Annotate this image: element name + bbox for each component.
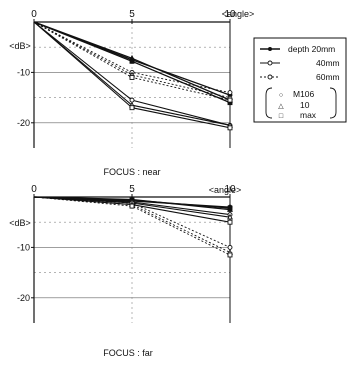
legend-label-10: 10 (300, 100, 310, 110)
data-point (227, 97, 233, 103)
x-axis-label: <angle> (222, 9, 255, 19)
tick-labels: 0 5 10 -10 -20 (17, 9, 236, 128)
data-point (129, 105, 135, 111)
x-tick-label: 5 (129, 9, 135, 20)
x-tick-label: 10 (224, 184, 236, 195)
series-line (33, 21, 231, 94)
data-point (227, 244, 233, 250)
legend-label-20mm: depth 20mm (288, 44, 335, 54)
x-tick-label: 0 (31, 184, 37, 195)
legend-bracket-right (329, 87, 337, 119)
tick-labels: 0 5 10 -10 -20 (17, 184, 236, 303)
legend-marker-40mm (267, 60, 273, 66)
legend-depth-20: depth 20mm (260, 44, 335, 54)
y-tick-label: -10 (17, 67, 30, 77)
legend-depth-40: 40mm (260, 58, 340, 68)
data-point (129, 58, 135, 64)
data-point (227, 205, 233, 211)
legend: depth 20mm 40mm 60mm ○ M106 △ 10 □ max (253, 37, 347, 123)
legend-label-40mm: 40mm (316, 58, 340, 68)
x-tick-label: 5 (129, 184, 135, 195)
legend-box (253, 37, 347, 123)
legend-label-max: max (300, 110, 317, 120)
chart-title: FOCUS : near (103, 167, 160, 177)
y-axis-label: <dB> (9, 41, 31, 51)
data-point (129, 203, 135, 209)
chart-title: FOCUS : far (103, 348, 153, 358)
data-point (227, 252, 233, 258)
data-point (227, 125, 233, 131)
legend-symbol-square: □ (279, 113, 284, 120)
axes (33, 196, 231, 323)
legend-label-m106: M106 (293, 89, 315, 99)
chart-focus-near: <angle> <dB> FOCUS : near 0 5 10 -10 -20 (9, 9, 254, 177)
series-line (33, 196, 231, 248)
series-line (33, 196, 231, 256)
chart-focus-far: <angle> <dB> FOCUS : far 0 5 10 -10 -20 (9, 184, 241, 358)
data-point (129, 74, 135, 80)
series-layer (33, 196, 233, 258)
legend-depth-60: 60mm (260, 72, 340, 82)
x-tick-label: 10 (224, 9, 236, 20)
data-point (227, 219, 233, 225)
legend-marker-60mm (267, 74, 273, 80)
grid (34, 197, 230, 323)
y-tick-label: -20 (17, 118, 30, 128)
y-tick-label: -20 (17, 293, 30, 303)
legend-marker-20mm (268, 47, 272, 51)
series-layer (33, 21, 233, 131)
y-tick-label: -10 (17, 242, 30, 252)
legend-symbol-circle: ○ (279, 92, 283, 99)
legend-label-60mm: 60mm (316, 72, 340, 82)
data-point (227, 213, 233, 220)
data-point (129, 97, 135, 103)
series-line (33, 21, 231, 99)
legend-symbol-triangle: △ (278, 103, 284, 110)
series-line (33, 196, 231, 253)
x-axis-label: <angle> (209, 185, 242, 195)
y-axis-label: <dB> (9, 218, 31, 228)
data-point (227, 90, 233, 96)
x-tick-label: 0 (31, 9, 37, 20)
legend-bracket-left (265, 87, 273, 119)
